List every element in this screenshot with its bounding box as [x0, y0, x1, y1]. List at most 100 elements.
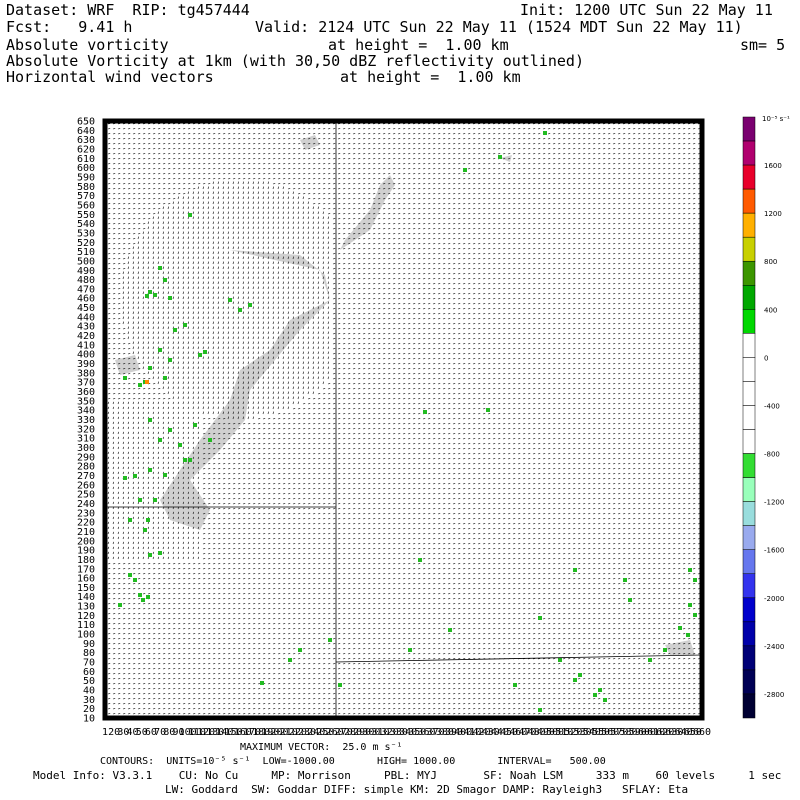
vorticity-cell	[248, 303, 252, 307]
colorbar-segment	[742, 333, 756, 358]
vorticity-cell	[298, 648, 302, 652]
reflectivity-region	[115, 355, 140, 375]
x-axis-tick-label: 480	[528, 727, 546, 738]
vorticity-cell	[163, 376, 167, 380]
colorbar-segment	[742, 573, 756, 599]
vorticity-cell	[408, 648, 412, 652]
vorticity-cell	[133, 578, 137, 582]
reflectivity-region	[500, 155, 512, 162]
x-axis-tick-label: 330	[390, 727, 408, 738]
x-axis-tick-label: 530	[574, 727, 592, 738]
x-axis-tick-label: 290	[353, 727, 371, 738]
x-axis-tick-label: 70	[154, 727, 166, 738]
x-axis-tick-label: 1	[102, 727, 108, 738]
y-axis-tick-label: 40	[83, 686, 95, 697]
x-axis-tick-label: 20	[108, 727, 120, 738]
colorbar-segment	[742, 549, 756, 575]
x-axis-tick-label: 90	[172, 727, 184, 738]
vorticity-cell	[208, 438, 212, 442]
valid-time-label: Valid: 2124 UTC Sun 22 May 11 (1524 MDT …	[255, 18, 743, 36]
vorticity-cell	[163, 278, 167, 282]
forecast-hour-label: Fcst: 9.41 h	[6, 18, 133, 36]
plot-header: Dataset: WRF RIP: tg457444 Init: 1200 UT…	[0, 0, 800, 95]
colorbar-segment	[742, 188, 756, 214]
y-axis-tick-label: 210	[77, 527, 95, 538]
y-axis-tick-label: 430	[77, 322, 95, 333]
colorbar-tick-label: -2400	[764, 643, 784, 651]
y-axis-tick-label: 620	[77, 144, 95, 155]
y-axis-tick-label: 530	[77, 228, 95, 239]
x-axis-tick-label: 260	[326, 727, 344, 738]
colorbar-segment	[742, 645, 756, 671]
y-axis-tick-label: 20	[83, 704, 95, 715]
vorticity-cell	[228, 298, 232, 302]
x-axis-tick-label: 380	[436, 727, 454, 738]
x-axis-tick-label: 660	[693, 727, 711, 738]
colorbar-segment	[742, 405, 756, 430]
vorticity-cell	[118, 603, 122, 607]
colorbar-segment	[742, 309, 756, 334]
x-axis-tick-label: 370	[427, 727, 445, 738]
y-axis-tick-label: 550	[77, 210, 95, 221]
x-axis-tick-label: 140	[215, 727, 233, 738]
x-axis-tick-label: 630	[665, 727, 683, 738]
vorticity-cell	[153, 293, 157, 297]
vorticity-cell	[663, 648, 667, 652]
x-axis-tick-label: 220	[289, 727, 307, 738]
y-axis-tick-label: 310	[77, 434, 95, 445]
model-info-label: Model Info: V3.3.1 CU: No Cu MP: Morriso…	[33, 769, 782, 782]
vorticity-cell	[146, 518, 150, 522]
vorticity-cell	[145, 380, 149, 384]
vorticity-cell	[153, 498, 157, 502]
colorbar-segment	[742, 693, 756, 719]
y-axis-tick-label: 380	[77, 368, 95, 379]
vector-height-label: at height = 1.00 km	[340, 68, 521, 86]
y-axis-tick-label: 400	[77, 350, 95, 361]
y-axis-tick-label: 270	[77, 471, 95, 482]
model-info2-label: LW: Goddard SW: Goddar DIFF: simple KM: …	[165, 783, 689, 796]
x-axis-tick-label: 210	[280, 727, 298, 738]
y-axis-tick-label: 320	[77, 424, 95, 435]
overlay-title-label: Absolute Vorticity at 1km (with 30,50 dB…	[6, 52, 584, 70]
vorticity-cell	[138, 593, 142, 597]
colorbar-tick-label: -2000	[764, 595, 784, 603]
vorticity-cell	[148, 290, 152, 294]
x-axis-tick-label: 110	[188, 727, 206, 738]
x-axis-tick-label: 440	[491, 727, 509, 738]
y-axis-tick-label: 340	[77, 406, 95, 417]
colorbar-segment	[742, 429, 756, 454]
vorticity-cell	[423, 410, 427, 414]
vorticity-cell	[146, 595, 150, 599]
x-axis-tick-label: 190	[261, 727, 279, 738]
y-axis-tick-label: 490	[77, 266, 95, 277]
x-axis-tick-label: 500	[546, 727, 564, 738]
y-axis-tick-label: 440	[77, 312, 95, 323]
x-axis-tick-label: 410	[463, 727, 481, 738]
vorticity-cell	[158, 266, 162, 270]
wind-vectors	[107, 123, 701, 715]
vorticity-cell	[198, 353, 202, 357]
colorbar-tick-label: 1200	[764, 210, 782, 218]
x-axis-tick-label: 320	[381, 727, 399, 738]
vorticity-cell	[128, 518, 132, 522]
colorbar-tick-label: -400	[764, 402, 780, 410]
x-axis-tick-label: 120	[197, 727, 215, 738]
smoothing-label: sm= 5	[740, 36, 786, 54]
vorticity-cell	[158, 438, 162, 442]
x-axis-tick-label: 240	[307, 727, 325, 738]
y-axis-tick-label: 290	[77, 452, 95, 463]
vorticity-cell	[138, 498, 142, 502]
x-axis-tick-label: 400	[454, 727, 472, 738]
x-axis-tick-label: 560	[601, 727, 619, 738]
x-axis-tick-label: 80	[163, 727, 175, 738]
x-axis-tick-label: 580	[619, 727, 637, 738]
colorbar-tick-label: -1600	[764, 547, 784, 555]
x-axis-tick-label: 590	[629, 727, 647, 738]
colorbar-segment	[742, 381, 756, 406]
vorticity-cell	[678, 626, 682, 630]
field-height-label: at height = 1.00 km	[328, 36, 509, 54]
y-axis-tick-label: 30	[83, 695, 95, 706]
y-axis-tick-label: 280	[77, 462, 95, 473]
y-axis-tick-label: 500	[77, 256, 95, 267]
vorticity-cell	[158, 348, 162, 352]
